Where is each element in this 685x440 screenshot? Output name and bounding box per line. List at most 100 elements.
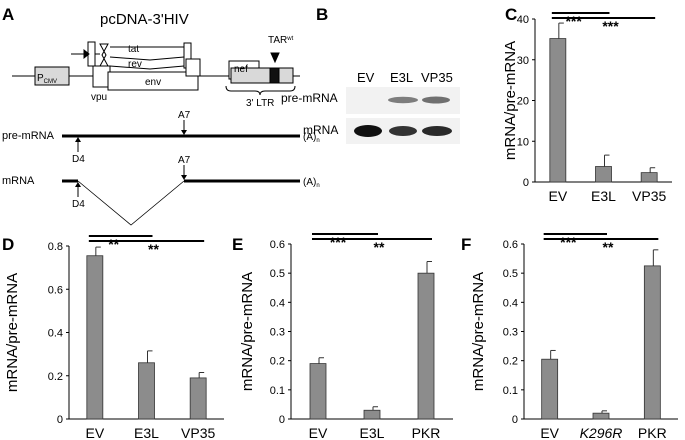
- y-axis-label-f: mRNA/pre-mRNA: [470, 272, 487, 391]
- y-tick-label-e: 0.6: [270, 239, 285, 251]
- rev-label: rev: [128, 59, 142, 70]
- nef-label: nef: [234, 64, 248, 75]
- tar-label: TARwt: [268, 35, 294, 46]
- y-tick-label-e: 0.2: [270, 356, 285, 368]
- row-mrna: mRNA: [303, 123, 338, 137]
- a7-label-pre: A7: [178, 110, 191, 121]
- mrna-track-label: mRNA: [2, 175, 35, 187]
- bar-e-2: [417, 272, 435, 420]
- panel-label-c: C: [505, 5, 517, 24]
- y-tick-label-f: 0.1: [503, 385, 518, 397]
- bar-e-0: [309, 363, 327, 420]
- sig-label-f-0: ***: [560, 234, 577, 250]
- category-label-f-0: EV: [540, 425, 559, 440]
- exon2-hourglass: [99, 43, 109, 67]
- y-tick-label-e: 0: [279, 414, 285, 426]
- category-label-f-1: K296R: [580, 425, 623, 440]
- category-label-c-1: E3L: [591, 188, 616, 204]
- panel-label-a: A: [2, 5, 14, 24]
- category-label-d-0: EV: [85, 425, 104, 440]
- lane-vp35: VP35: [421, 70, 453, 85]
- env-box: [107, 71, 199, 91]
- sig-label-e-0: ***: [330, 234, 347, 250]
- y-axis-label-e: mRNA/pre-mRNA: [239, 272, 256, 391]
- y-tick-label-f: 0: [512, 414, 518, 426]
- polya-m: (A)n: [303, 177, 320, 189]
- y-tick-label-e: 0.5: [270, 268, 285, 280]
- rev-splice: [109, 65, 185, 70]
- bar-d-2: [189, 377, 207, 420]
- y-tick-label-c: 10: [517, 136, 529, 148]
- pcmv-box: [34, 66, 70, 86]
- y-tick-label-e: 0.4: [270, 297, 285, 309]
- y-tick-label-d: 0.8: [48, 241, 63, 253]
- sig-label-f-1: **: [603, 239, 614, 255]
- promoter-arrow-head: [83, 48, 90, 60]
- y-axis-label-d: mRNA/pre-mRNA: [4, 273, 21, 392]
- chart-panel-c: 0 10 20 30 40 mRNA/pre-mRNA EV E3L VP35 *** ***: [502, 12, 672, 204]
- y-tick-label-f: 0.3: [503, 327, 518, 339]
- tat-splice: [109, 56, 185, 61]
- category-label-d-1: E3L: [134, 425, 159, 440]
- lane-ev: EV: [357, 70, 375, 85]
- y-tick-label-f: 0.6: [503, 239, 518, 251]
- y-axis-label-c: mRNA/pre-mRNA: [502, 41, 519, 160]
- sig-label-e-1: **: [374, 239, 385, 255]
- bar-f-1: [592, 412, 610, 420]
- chart-panel-d: 0 0.2 0.4 0.6 0.8 mRNA/pre-mRNA EV E3L VP35 ** **: [4, 235, 224, 440]
- bar-c-0: [549, 38, 567, 183]
- panel-label-f: F: [461, 235, 471, 254]
- panel-b: B EV E3L VP35 pre-mRNA mRNA: [281, 5, 460, 144]
- sig-label-c-0: ***: [565, 13, 582, 29]
- d4-arrow-pre-head: [75, 137, 81, 142]
- d4-arrow-m-head: [75, 182, 81, 187]
- chart-panel-f: 0 0.1 0.2 0.3 0.4 0.5 0.6 mRNA/pre-mRNA EV K296R P…: [470, 233, 678, 440]
- bar-c-2: [640, 172, 658, 183]
- vpu-label: vpu: [91, 92, 107, 103]
- env-label: env: [145, 77, 161, 88]
- a7-arrow-pre-head: [181, 130, 187, 135]
- y-tick-label-f: 0.2: [503, 356, 518, 368]
- tar-marker-icon: [270, 52, 280, 64]
- pcmv-label: PCMV: [37, 73, 57, 85]
- sig-label-d-0: **: [108, 236, 119, 252]
- y-tick-label-d: 0.4: [48, 328, 63, 340]
- band-m-ev: [354, 125, 382, 137]
- vpu-box: [92, 65, 111, 88]
- construct-title: pcDNA-3'HIV: [100, 11, 189, 28]
- y-tick-label-c: 0: [523, 177, 529, 189]
- category-label-e-2: PKR: [412, 425, 441, 440]
- y-tick-label-f: 0.4: [503, 297, 518, 309]
- y-tick-label-d: 0.6: [48, 284, 63, 296]
- tar-box: [269, 67, 280, 84]
- y-tick-label-d: 0.2: [48, 371, 63, 383]
- panel-a: A pcDNA-3'HIV: [2, 5, 320, 226]
- bar-d-1: [138, 362, 155, 420]
- band-pre-e3l: [388, 96, 418, 104]
- bar-d-0: [86, 255, 104, 420]
- row-pre-mrna: pre-mRNA: [281, 91, 338, 105]
- category-label-c-2: VP35: [632, 188, 666, 204]
- lane-e3l: E3L: [390, 70, 413, 85]
- construct-diagram: [12, 41, 300, 96]
- panel-label-e: E: [232, 235, 243, 254]
- band-pre-vp35: [422, 96, 450, 104]
- category-label-f-2: PKR: [638, 425, 667, 440]
- y-tick-label-d: 0: [57, 414, 63, 426]
- y-tick-label-e: 0.1: [270, 385, 285, 397]
- bar-f-2: [643, 265, 661, 420]
- chart-panel-e: 0 0.1 0.2 0.3 0.4 0.5 0.6 mRNA/pre-mRNA EV E3L PKR…: [239, 233, 453, 440]
- bar-e-1: [363, 409, 381, 420]
- y-tick-label-e: 0.3: [270, 327, 285, 339]
- a7-arrow-m-head: [181, 175, 187, 180]
- d4-label-m: D4: [72, 199, 85, 210]
- panel-label-b: B: [316, 5, 328, 24]
- band-m-e3l: [389, 126, 417, 136]
- y-tick-label-f: 0.5: [503, 268, 518, 280]
- y-tick-label-c: 30: [517, 55, 529, 67]
- ltr-brace: [225, 85, 296, 96]
- category-label-e-1: E3L: [360, 425, 385, 440]
- pre-mrna-track-label: pre-mRNA: [2, 130, 55, 142]
- ltr-label: 3' LTR: [246, 98, 274, 109]
